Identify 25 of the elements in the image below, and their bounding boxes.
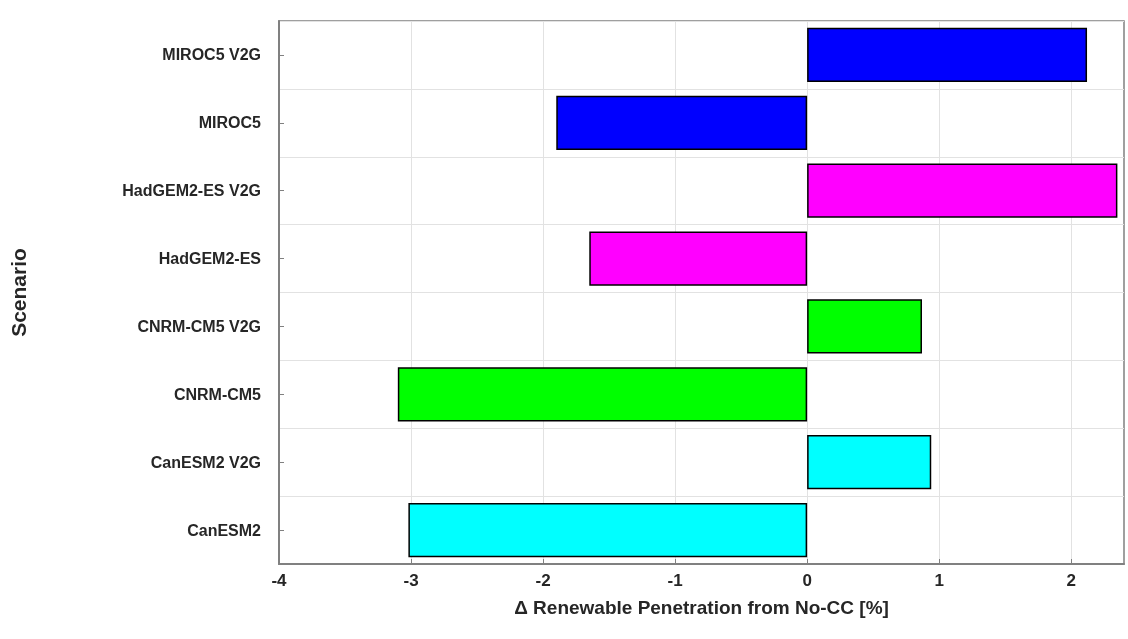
bar	[589, 231, 808, 286]
bar	[408, 502, 808, 558]
x-axis-title: Δ Renewable Penetration from No-CC [%]	[514, 597, 889, 618]
y-tick-label: CNRM-CM5 V2G	[137, 317, 261, 335]
x-tick-label: 0	[802, 571, 812, 590]
y-tick-label: CNRM-CM5	[173, 385, 262, 403]
y-tick-label: HadGEM2-ES V2G	[122, 182, 261, 200]
bar	[556, 95, 808, 150]
bar	[807, 435, 932, 490]
y-tick-label: HadGEM2-ES	[158, 250, 262, 268]
y-tick-label: CanESM2 V2G	[150, 453, 261, 471]
x-tick-label: -2	[535, 571, 551, 590]
x-tick-label: 2	[1066, 571, 1076, 590]
x-tick-label: -4	[271, 571, 288, 590]
x-tick-label: 1	[934, 571, 944, 590]
bar	[397, 367, 808, 422]
bar	[807, 163, 1118, 218]
y-tick-label: MIROC5 V2G	[162, 46, 261, 64]
y-tick-label: CanESM2	[187, 521, 262, 539]
bar	[807, 299, 922, 354]
x-tick-label: -3	[403, 571, 419, 590]
x-tick-label: -1	[667, 571, 683, 590]
y-axis-title: Scenario	[7, 248, 30, 337]
bar	[807, 27, 1088, 83]
y-tick-label: MIROC5	[198, 114, 262, 132]
